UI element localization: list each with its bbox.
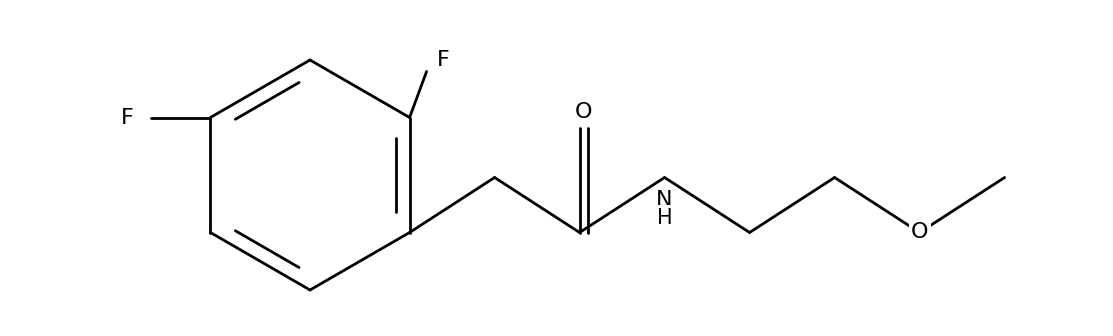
Text: H: H — [657, 208, 672, 227]
Text: O: O — [574, 102, 592, 123]
Text: N: N — [657, 190, 673, 210]
Text: F: F — [436, 49, 450, 70]
Text: F: F — [120, 108, 134, 127]
Text: O: O — [910, 222, 928, 243]
